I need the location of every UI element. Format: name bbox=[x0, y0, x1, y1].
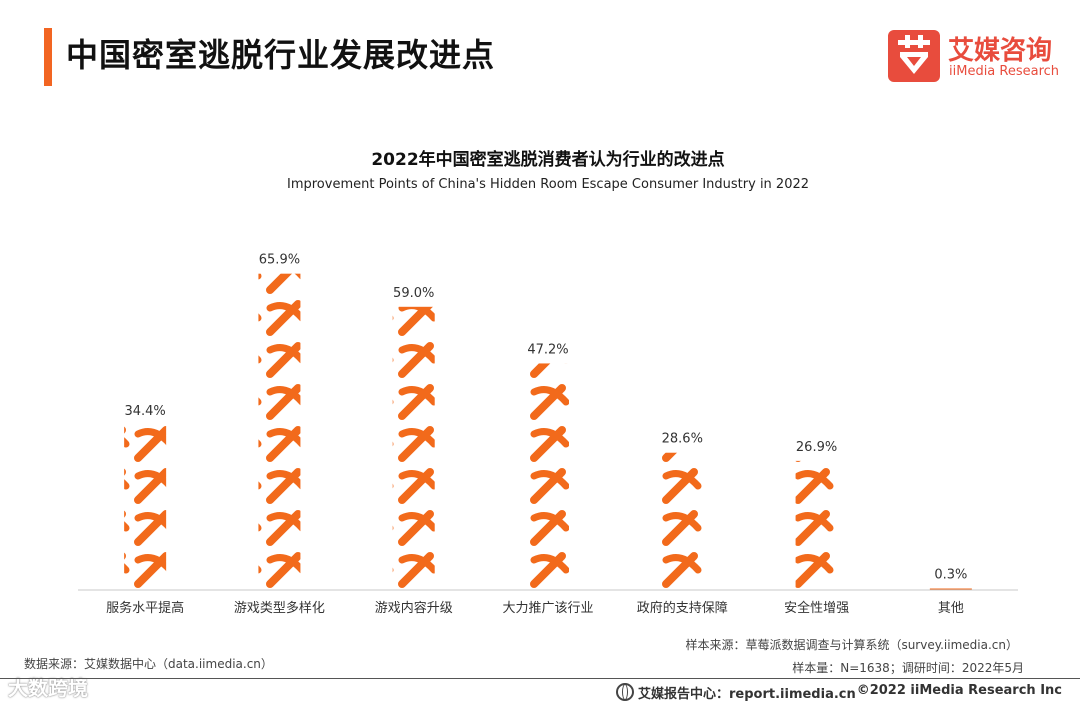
category-label-1: 游戏类型多样化 bbox=[234, 600, 325, 616]
sample-source-note: 样本来源：草莓派数据调查与计算系统（survey.iimedia.cn） bbox=[685, 638, 1018, 652]
value-label-4: 28.6% bbox=[662, 432, 703, 447]
bar-6 bbox=[929, 588, 972, 590]
report-center-text: 艾媒报告中心：report.iimedia.cn bbox=[638, 687, 856, 702]
iimedia-logo: 艾媒咨询 iiMedia Research bbox=[888, 30, 1068, 86]
footer-divider bbox=[0, 678, 1080, 679]
chart-title: 2022年中国密室逃脱消费者认为行业的改进点 bbox=[371, 150, 725, 170]
category-label-6: 其他 bbox=[938, 601, 964, 616]
data-source-note: 数据来源：艾媒数据中心（data.iimedia.cn） bbox=[24, 657, 273, 671]
category-label-0: 服务水平提高 bbox=[106, 600, 184, 616]
value-label-5: 26.9% bbox=[796, 440, 837, 455]
bar-1 bbox=[258, 273, 301, 590]
watermark-text: 大数跨境 bbox=[8, 676, 88, 700]
logo-english-text: iiMedia Research bbox=[949, 64, 1060, 79]
page-title: 中国密室逃脱行业发展改进点 bbox=[66, 36, 496, 74]
copyright-text: ©2022 iiMedia Research Inc bbox=[856, 683, 1062, 698]
globe-icon bbox=[616, 683, 634, 701]
bar-2 bbox=[392, 306, 435, 590]
title-accent-bar bbox=[44, 28, 52, 86]
report-center-link[interactable]: 艾媒报告中心：report.iimedia.cn bbox=[616, 683, 856, 702]
category-label-5: 安全性增强 bbox=[784, 600, 849, 616]
logo-chinese-text: 艾媒咨询 bbox=[948, 36, 1053, 66]
value-label-6: 0.3% bbox=[934, 568, 967, 583]
category-label-3: 大力推广该行业 bbox=[502, 601, 593, 616]
sample-size-note: 样本量：N=1638；调研时间：2022年5月 bbox=[792, 661, 1024, 675]
chart-subtitle: Improvement Points of China's Hidden Roo… bbox=[286, 177, 810, 192]
value-label-1: 65.9% bbox=[259, 253, 300, 268]
bar-3 bbox=[527, 363, 569, 590]
category-label-4: 政府的支持保障 bbox=[637, 600, 728, 616]
iimedia-logo-icon bbox=[888, 30, 940, 82]
value-label-0: 34.4% bbox=[124, 404, 165, 419]
category-label-2: 游戏内容升级 bbox=[375, 600, 453, 616]
value-label-2: 59.0% bbox=[393, 286, 434, 301]
bar-4 bbox=[661, 452, 704, 590]
bar-5 bbox=[795, 460, 838, 590]
value-label-3: 47.2% bbox=[527, 342, 568, 357]
bar-0 bbox=[124, 424, 167, 590]
